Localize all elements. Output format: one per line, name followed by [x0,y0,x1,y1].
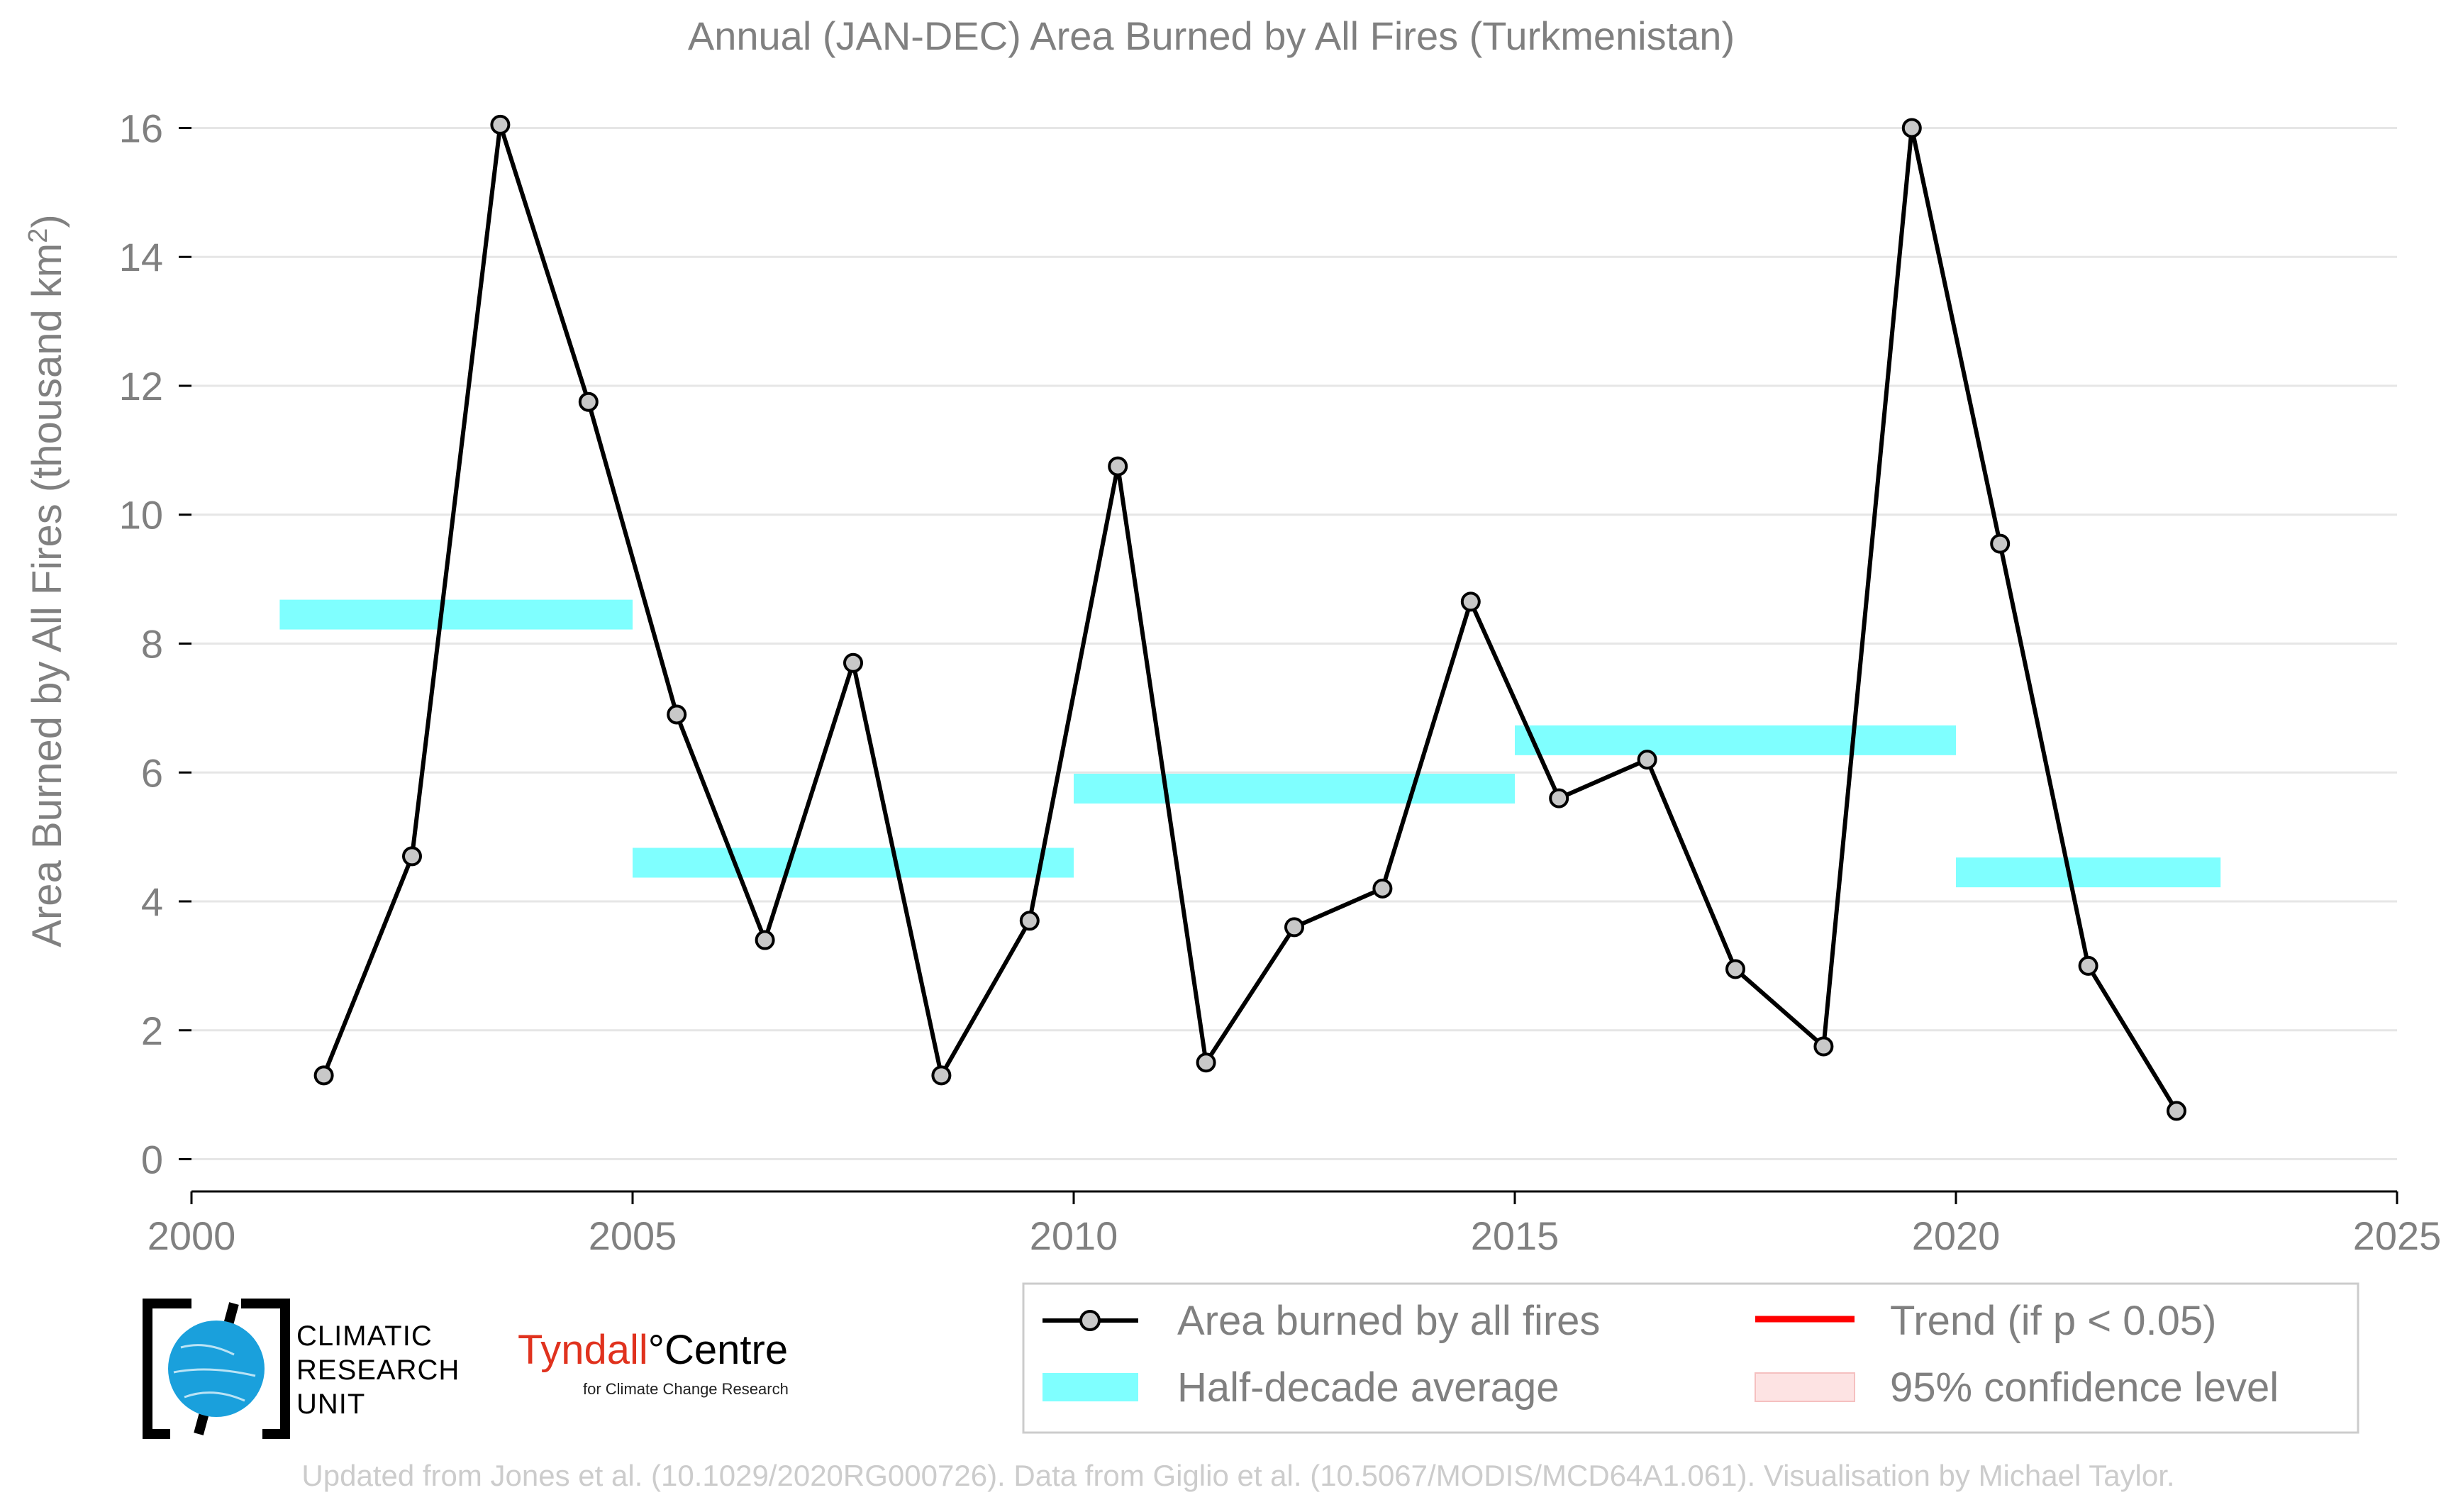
tyndall-logo: Tyndall°Centre for Climate Change Resear… [518,1326,816,1425]
y-tick-label: 0 [141,1138,163,1182]
legend-label-trend: Trend (if p < 0.05) [1890,1298,2216,1344]
data-point [2167,1101,2186,1121]
grid [191,126,2397,1161]
legend-box [1022,1282,2359,1434]
half-decade-bar [1074,773,1515,804]
x-axis: 2000 2005 2010 2015 2020 2025 [148,1191,2442,1258]
data-point [578,391,599,412]
data-point [402,846,422,867]
data-point [1196,1052,1216,1073]
data-point [931,1065,952,1086]
series-area-burned [313,114,2186,1121]
series-line [321,122,2179,1112]
y-tick-label: 4 [141,879,163,924]
half-decade-average-bars [279,599,2221,888]
legend-confidence-swatch [1755,1372,1855,1402]
legend-half-decade-swatch [1043,1373,1138,1401]
cru-wordmark: CLIMATIC RESEARCH UNIT [296,1321,460,1420]
data-point [667,704,687,725]
legend-label-area: Area burned by all fires [1177,1298,1600,1344]
data-point [1019,911,1040,931]
y-tick-label: 12 [119,364,163,408]
legend-marker-swatch [1079,1310,1101,1331]
data-point [1460,591,1481,612]
data-point [1901,118,1922,138]
data-point [843,652,863,673]
legend-label-confidence: 95% confidence level [1890,1364,2279,1411]
legend: Area burned by all fires Half-decade ave… [1022,1282,2359,1434]
y-axis: 0 2 4 6 8 10 12 14 16 [119,106,191,1182]
data-point [755,930,775,950]
x-tick-label: 2025 [2353,1213,2442,1258]
y-tick-label: 10 [119,493,163,538]
data-point [1990,533,2011,554]
data-point [1637,750,1657,770]
data-point [1549,788,1569,808]
x-tick-label: 2000 [148,1213,236,1258]
x-tick-label: 2015 [1471,1213,1559,1258]
chart-title: Annual (JAN-DEC) Area Burned by All Fire… [688,13,1735,58]
data-point [313,1065,334,1086]
half-decade-bar [633,847,1074,878]
y-tick-label: 16 [119,106,163,150]
footer-credit: Updated from Jones et al. (10.1029/2020R… [301,1459,2174,1492]
y-tick-label: 14 [119,235,163,279]
half-decade-bar [279,599,633,630]
y-tick-label: 2 [141,1008,163,1053]
legend-label-half-decade: Half-decade average [1177,1364,1559,1411]
x-tick-label: 2005 [589,1213,677,1258]
tyndall-wordmark: Tyndall°Centre [518,1327,789,1373]
half-decade-bar [1956,857,2221,888]
data-point [2078,955,2098,976]
half-decade-bar [1515,725,1956,755]
cru-logo: CLIMATIC RESEARCH UNIT [142,1298,468,1440]
y-tick-label: 8 [141,622,163,667]
x-tick-label: 2020 [1912,1213,2001,1258]
tyndall-subtitle: for Climate Change Research [583,1380,789,1398]
y-tick-label: 6 [141,750,163,795]
data-point [490,114,511,135]
data-point [1372,878,1393,899]
data-point [1725,959,1745,979]
y-axis-label: Area Burned by All Fires (thousand km2) [23,214,70,947]
x-tick-label: 2010 [1030,1213,1118,1258]
data-point [1813,1036,1834,1057]
data-point [1284,917,1304,938]
cru-emblem [143,1299,290,1439]
data-point [1108,456,1128,477]
